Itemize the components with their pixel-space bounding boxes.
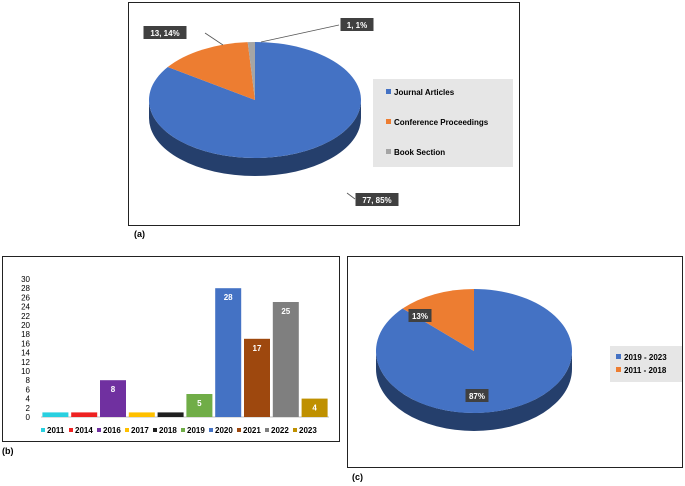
y-tick-28: 28 <box>21 284 30 293</box>
legend-b-label-2021: 2021 <box>243 426 261 435</box>
y-tick-16: 16 <box>21 339 30 348</box>
data-label-2019-2023: 87% <box>469 392 485 401</box>
legend-b-label-2019: 2019 <box>187 426 205 435</box>
pie-c-slice-side-2019-2023 <box>376 351 572 431</box>
y-tick-2: 2 <box>26 404 31 413</box>
bar-label-2023: 4 <box>312 404 317 413</box>
legend-b-swatch-2016 <box>97 428 101 432</box>
data-label-2011-2018: 13% <box>412 312 428 321</box>
legend-b-swatch-2011 <box>41 428 45 432</box>
legend-b-label-2017: 2017 <box>131 426 149 435</box>
bar-label-2016: 8 <box>111 385 116 394</box>
bar-2016 <box>100 380 126 417</box>
y-tick-26: 26 <box>21 293 30 302</box>
legend-b-label-2016: 2016 <box>103 426 121 435</box>
legend-b-swatch-2014 <box>69 428 73 432</box>
legend-a-label-journal-articles: Journal Articles <box>394 88 455 97</box>
chart-panel-c: 13% 87% 2019 - 2023 2011 - 2018 <box>347 256 683 468</box>
legend-a-label-conference-proceedings: Conference Proceedings <box>394 118 489 127</box>
chart-panel-b: 0 2 4 6 8 10 12 14 16 18 20 22 24 26 28 30 8 5 28 17 25 4 2011… <box>2 256 340 442</box>
bar-2023 <box>301 398 328 417</box>
bar-label-2019: 5 <box>197 399 202 408</box>
y-tick-14: 14 <box>21 349 30 358</box>
bar-2021 <box>244 338 270 417</box>
legend-a-swatch-book-section <box>386 149 391 154</box>
legend-c-swatch-2011-2018 <box>616 367 621 372</box>
chart-panel-a: 13, 14% 1, 1% 77, 85% Journal Articles Confe… <box>128 2 520 226</box>
legend-c-label-2019-2023: 2019 - 2023 <box>624 353 667 362</box>
bar-2017 <box>128 412 155 417</box>
legend-c-swatch-2019-2023 <box>616 354 621 359</box>
y-tick-4: 4 <box>26 395 31 404</box>
y-tick-20: 20 <box>21 321 30 330</box>
legend-b-label-2020: 2020 <box>215 426 233 435</box>
pie-chart-c: 13% 87% 2019 - 2023 2011 - 2018 <box>376 289 682 431</box>
pie-chart-a: 13, 14% 1, 1% 77, 85% Journal Articles Confe… <box>143 18 513 206</box>
legend-b-label-2023: 2023 <box>299 426 317 435</box>
data-label-conference: 13, 14% <box>150 29 179 38</box>
legend-b-swatch-2022 <box>265 428 269 432</box>
bar-label-2021: 17 <box>253 344 262 353</box>
legend-a-label-book-section: Book Section <box>394 148 445 157</box>
legend-b-label-2014: 2014 <box>75 426 93 435</box>
legend-b-label-2022: 2022 <box>271 426 289 435</box>
panel-tag-b: (b) <box>2 446 14 456</box>
data-label-2011-2018-box <box>408 309 432 322</box>
data-label-book: 1, 1% <box>347 21 367 30</box>
y-tick-24: 24 <box>21 303 30 312</box>
bar-label-2022: 25 <box>281 307 290 316</box>
legend-b-swatch-2017 <box>125 428 129 432</box>
pie-a-slice-side-journal-articles <box>149 100 361 176</box>
y-tick-6: 6 <box>26 385 31 394</box>
legend-c <box>610 346 682 382</box>
data-label-2019-2023-box <box>465 389 489 402</box>
legend-a <box>373 79 513 167</box>
data-label-book-box <box>340 18 374 31</box>
bar-2018 <box>157 412 184 417</box>
pie-c-slice-2011-2018 <box>402 289 474 351</box>
legend-a-swatch-journal-articles <box>386 89 391 94</box>
bar-2011 <box>42 412 69 417</box>
y-tick-30: 30 <box>21 275 30 284</box>
data-label-journal-box <box>355 193 399 206</box>
panel-tag-a: (a) <box>134 229 145 239</box>
pie-a-slice-conference-proceedings <box>167 42 255 100</box>
bar-label-2020: 28 <box>224 293 233 302</box>
bar-2014 <box>71 412 98 417</box>
legend-b-label-2011: 2011 <box>47 426 65 435</box>
legend-c-label-2011-2018: 2011 - 2018 <box>624 366 667 375</box>
pie-a-slice-book-section <box>247 42 255 100</box>
y-tick-12: 12 <box>21 358 30 367</box>
panel-tag-c: (c) <box>352 472 363 482</box>
legend-b-swatch-2020 <box>209 428 213 432</box>
bar-2019 <box>186 394 213 417</box>
leader-line-book <box>260 24 340 43</box>
legend-b-swatch-2019 <box>181 428 185 432</box>
data-label-journal: 77, 85% <box>362 196 391 205</box>
data-label-conference-box <box>143 26 187 39</box>
legend-b-swatch-2023 <box>293 428 297 432</box>
bar-chart-b: 0246810121416182022242628308528172542011… <box>21 275 329 435</box>
legend-b-label-2018: 2018 <box>159 426 177 435</box>
leader-line-conference <box>204 32 224 46</box>
leader-line-journal <box>346 192 356 200</box>
legend-b-swatch-2018 <box>153 428 157 432</box>
legend-a-swatch-conference-proceedings <box>386 119 391 124</box>
legend-b-swatch-2021 <box>237 428 241 432</box>
y-tick-8: 8 <box>26 376 31 385</box>
bar-2022 <box>272 302 299 417</box>
bar-2020 <box>215 288 242 417</box>
y-tick-18: 18 <box>21 330 30 339</box>
y-tick-22: 22 <box>21 312 30 321</box>
y-tick-0: 0 <box>26 413 31 422</box>
y-tick-10: 10 <box>21 367 30 376</box>
